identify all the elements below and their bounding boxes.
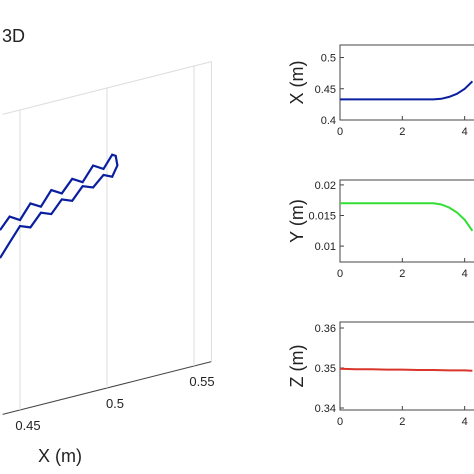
y-tick-label: 0.4	[321, 115, 336, 127]
line-3d	[0, 153, 119, 259]
y-tick-label: 0.35	[315, 363, 336, 375]
x-tick-label: 0	[337, 416, 343, 428]
y-tick-label: 0.36	[315, 323, 336, 335]
x-axis-label: X (m)	[38, 446, 82, 466]
x-tick-label: 0	[337, 126, 343, 138]
x-tick-label: 2	[399, 126, 405, 138]
axes-frame	[339, 44, 474, 121]
y-axis-label: X (m)	[287, 61, 307, 105]
y-tick-label: 0.02	[315, 180, 336, 192]
y-tick-label: 0.5	[321, 53, 336, 65]
y-tick-label: 0.45	[315, 84, 336, 96]
y-tick-label: 0.015	[308, 210, 336, 222]
y-axis-label: Y (m)	[287, 199, 307, 243]
x-tick-label: 4	[462, 126, 468, 138]
line	[340, 80, 474, 101]
y-axis-label: Z (m)	[287, 345, 307, 388]
x-tick-label: 2	[399, 268, 405, 280]
x-tick-label: 4	[462, 416, 468, 428]
x-tick-label: 0.5	[106, 396, 124, 411]
axes-frame	[339, 179, 474, 263]
y-tick-label: 0.34	[315, 403, 336, 415]
axes-frame	[339, 321, 474, 411]
x-tick-label: 0.55	[189, 374, 214, 389]
x-tick-label: 4	[462, 268, 468, 280]
y-tick-label: 0.01	[315, 241, 336, 253]
x-tick-label: 2	[399, 416, 405, 428]
x-tick-label: 0	[337, 268, 343, 280]
chart-title: 3D	[2, 26, 25, 46]
line	[339, 367, 473, 372]
line	[340, 202, 474, 232]
x-tick-label: 0.45	[15, 418, 40, 433]
